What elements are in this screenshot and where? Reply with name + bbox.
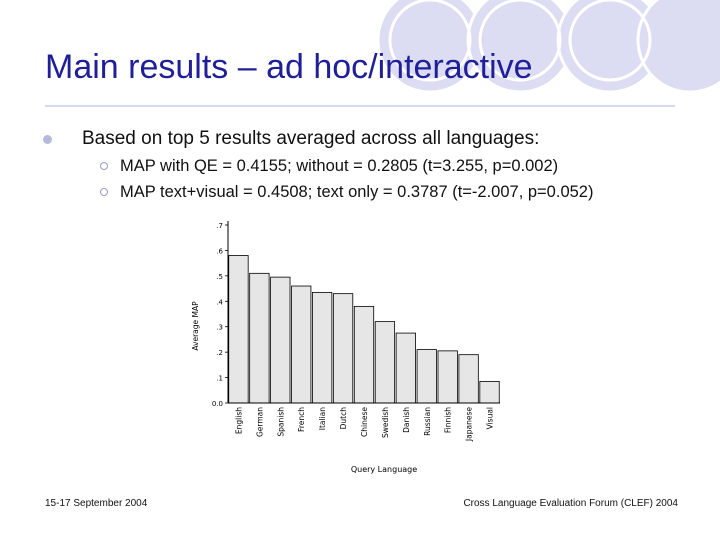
x-tick-label: English: [234, 407, 243, 434]
x-tick-label: Italian: [318, 407, 327, 431]
bar: [312, 291, 333, 404]
sub-bullet-text: MAP text+visual = 0.4508; text only = 0.…: [120, 183, 594, 201]
bullet-ring-icon: [100, 162, 108, 170]
bar: [249, 272, 270, 404]
bar: [416, 349, 437, 404]
bar: [291, 285, 312, 404]
x-tick-label: Visual: [486, 407, 495, 429]
bar: [228, 255, 249, 404]
x-tick-label: Russian: [423, 407, 432, 436]
footer-date: 15-17 September 2004: [45, 498, 148, 509]
x-tick-label: Swedish: [381, 407, 390, 438]
x-tick-label: Spanish: [276, 407, 285, 437]
bar-chart: 0.0 .1 .2 .3 .4 .5 .6 .7 English German Spanish Fre…: [191, 221, 500, 474]
y-tick-label: .4: [216, 298, 223, 306]
bar: [479, 380, 500, 404]
y-tick-label: 0.0: [212, 400, 223, 408]
x-tick-label: German: [255, 407, 264, 437]
deco-circle-inner: [388, 0, 472, 82]
x-tick-label: French: [297, 407, 306, 432]
decorative-circles: [376, 0, 720, 94]
deco-circle-inner: [568, 0, 652, 82]
y-tick-label: .6: [216, 247, 223, 255]
y-tick-label: .7: [216, 222, 223, 230]
y-tick-label: .1: [216, 375, 223, 383]
bar: [374, 321, 396, 404]
sub-bullet-text: MAP with QE = 0.4155; without = 0.2805 (…: [120, 157, 559, 175]
footer-event: Cross Language Evaluation Forum (CLEF) 2…: [463, 498, 678, 509]
bar: [332, 293, 354, 404]
slide-title: Main results – ad hoc/interactive: [45, 48, 533, 86]
x-tick-label: Japanese: [465, 407, 474, 442]
x-tick-label: Finnish: [444, 407, 453, 433]
bar: [395, 332, 416, 404]
bullet-dot-icon: [43, 135, 52, 144]
bar: [437, 350, 458, 404]
bar: [458, 354, 479, 404]
deco-circle: [636, 0, 720, 94]
x-tick-label: Dutch: [339, 407, 348, 430]
bullet-ring-icon: [100, 188, 108, 196]
y-axis-title: Average MAP: [191, 301, 200, 351]
x-axis-title: Query Language: [351, 465, 417, 474]
bar: [353, 305, 375, 404]
bar: [270, 276, 291, 404]
y-tick-label: .5: [216, 273, 223, 281]
main-bullet-text: Based on top 5 results averaged across a…: [82, 128, 540, 149]
title-divider: [45, 105, 675, 107]
x-tick-label: Chinese: [360, 407, 369, 437]
y-tick-label: .3: [216, 324, 223, 332]
y-tick-label: .2: [216, 349, 223, 357]
deco-circle-inner: [478, 0, 562, 82]
x-tick-label: Danish: [402, 407, 411, 433]
